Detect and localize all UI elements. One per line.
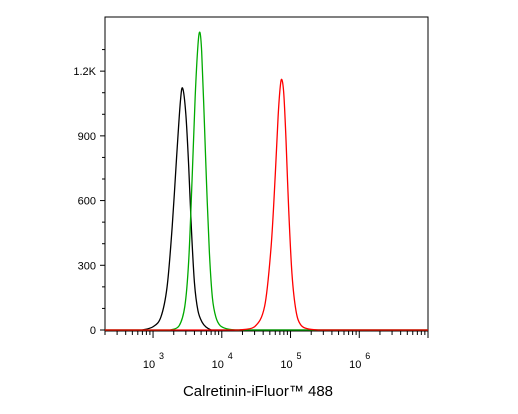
y-tick-label: 900 [78, 131, 96, 143]
x-tick-label: 10 [280, 359, 292, 371]
x-tick-exponent: 5 [297, 351, 302, 361]
x-tick-exponent: 3 [159, 351, 164, 361]
series-layer [105, 31, 428, 331]
x-axis: 10 3 10 4 10 5 10 6 [104, 331, 429, 371]
series-line [170, 31, 236, 331]
x-tick-exponent: 4 [228, 351, 233, 361]
y-tick-label: 300 [78, 260, 96, 272]
y-tick-label: 600 [78, 196, 96, 208]
x-tick-label: 10 [212, 359, 224, 371]
series-line [239, 78, 320, 331]
x-tick-exponent: 6 [365, 351, 370, 361]
y-tick-label: 1.2K [73, 66, 96, 78]
y-axis: 0 300 600 900 1.2K [73, 49, 105, 337]
y-tick-label: 0 [90, 325, 96, 337]
series-line [142, 87, 212, 331]
x-axis-title: Calretinin-iFluor™ 488 [183, 383, 333, 400]
x-tick-label: 10 [143, 359, 155, 371]
x-tick-label: 10 [349, 359, 361, 371]
plot-frame [104, 16, 429, 332]
